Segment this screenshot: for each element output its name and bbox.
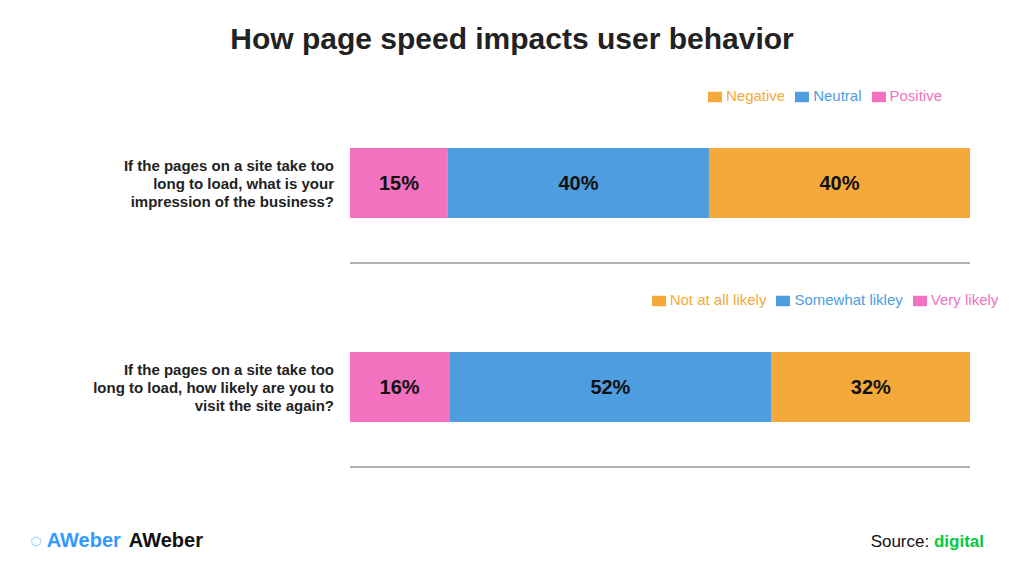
html-text:Neutral: Neutral bbox=[813, 87, 862, 104]
svg-text:40%: 40% bbox=[558, 172, 598, 194]
svg-text:If the pages on a site take to: If the pages on a site take toolong to l… bbox=[93, 361, 334, 414]
html-text:Source: digital: Source: digital bbox=[870, 532, 984, 551]
html-text:Somewhat likley: Somewhat likley bbox=[794, 291, 903, 308]
svg-text:15%: 15% bbox=[379, 172, 419, 194]
html-text:Not at all likely: Not at all likely bbox=[669, 291, 767, 308]
html-text:Negative: Negative bbox=[726, 87, 786, 104]
svg-text:16%: 16% bbox=[380, 376, 420, 398]
html-text:Very likely: Very likely bbox=[930, 291, 999, 308]
html-text:Positive: Positive bbox=[889, 87, 942, 104]
svg-text:40%: 40% bbox=[819, 172, 859, 194]
svg-text:32%: 32% bbox=[851, 376, 891, 398]
svg-text:52%: 52% bbox=[590, 376, 630, 398]
html-text:◌ AWeber AWeber: ◌ AWeber AWeber bbox=[30, 529, 203, 551]
html-text:How page speed impacts user be: How page speed impacts user behavior bbox=[230, 22, 794, 55]
svg-text:If the pages on a site take to: If the pages on a site take toolong to l… bbox=[124, 157, 334, 210]
